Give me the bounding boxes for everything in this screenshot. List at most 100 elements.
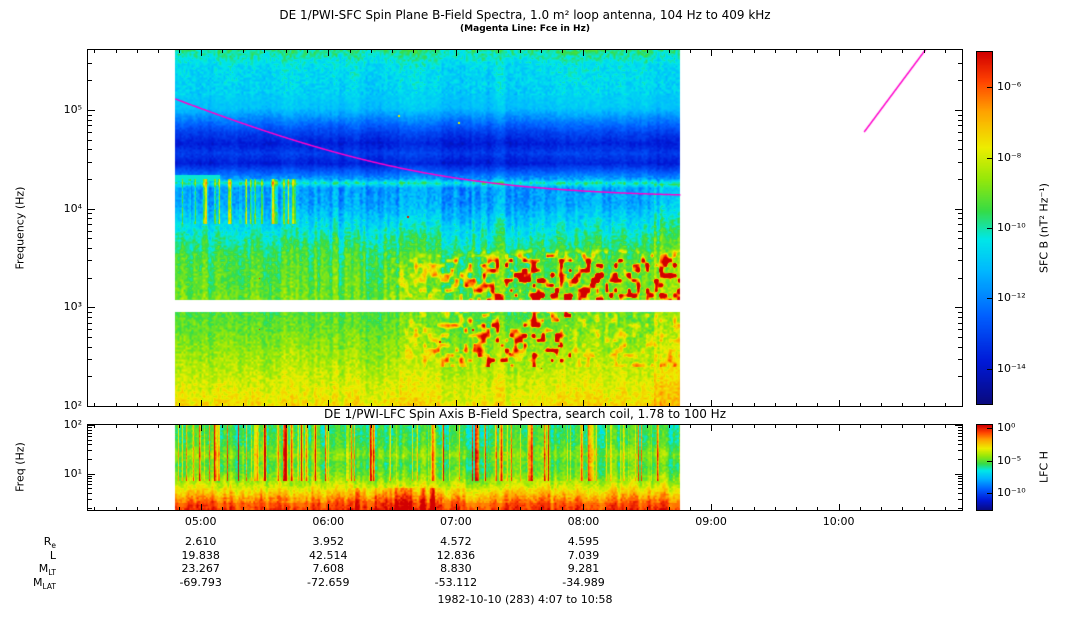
tick-mark	[604, 403, 606, 406]
tick-mark	[958, 132, 962, 134]
tick-mark	[88, 114, 92, 116]
tick-mark	[88, 507, 92, 509]
tick-mark	[158, 507, 160, 510]
tick-mark	[243, 403, 245, 406]
tick-mark	[498, 403, 500, 406]
tick-mark	[88, 125, 92, 127]
y-tick-label: 10²	[63, 399, 82, 412]
sfc-plot-panel	[87, 49, 963, 407]
tick-mark	[200, 425, 202, 431]
tick-mark	[923, 507, 925, 510]
time-range-caption: 1982-10-10 (283) 4:07 to 10:58	[437, 593, 613, 606]
sfc-colorbar	[976, 51, 993, 405]
tick-mark	[519, 403, 521, 406]
tick-mark	[88, 337, 92, 339]
tick-mark	[264, 507, 266, 510]
tick-mark	[958, 478, 962, 480]
tick-mark	[477, 507, 479, 510]
tick-mark	[958, 260, 962, 262]
tick-mark	[958, 139, 962, 141]
tick-mark	[711, 504, 713, 510]
tick-mark	[987, 460, 992, 462]
tick-mark	[349, 50, 351, 53]
tick-mark	[136, 425, 138, 428]
ephemeris-value: 7.039	[567, 548, 600, 562]
tick-mark	[88, 179, 92, 181]
ephemeris-row-label: L	[6, 549, 56, 564]
tick-mark	[711, 425, 713, 431]
tick-mark	[902, 403, 904, 406]
tick-mark	[955, 473, 962, 475]
tick-mark	[689, 425, 691, 428]
tick-mark	[626, 50, 627, 53]
tick-mark	[285, 425, 287, 428]
tick-mark	[88, 110, 95, 112]
tick-mark	[413, 50, 415, 53]
tick-mark	[859, 507, 861, 510]
tick-mark	[115, 425, 117, 428]
tick-mark	[115, 403, 117, 406]
tick-mark	[604, 425, 606, 428]
tick-mark	[958, 507, 962, 509]
ephemeris-value: 42.514	[309, 548, 348, 562]
tick-mark	[668, 50, 670, 53]
tick-mark	[88, 139, 92, 141]
tick-mark	[519, 507, 521, 510]
tick-mark	[902, 50, 904, 53]
tick-mark	[668, 425, 670, 428]
tick-mark	[328, 400, 330, 406]
x-tick-label: 06:00	[312, 515, 345, 528]
tick-mark	[88, 406, 95, 407]
tick-mark	[958, 488, 962, 490]
tick-mark	[955, 425, 962, 426]
tick-mark	[88, 478, 92, 480]
tick-mark	[88, 307, 95, 309]
ephemeris-value: 19.838	[181, 548, 220, 562]
tick-mark	[179, 403, 181, 406]
tick-mark	[88, 322, 92, 324]
tick-mark	[94, 425, 96, 428]
tick-mark	[689, 50, 691, 53]
tick-mark	[221, 507, 223, 510]
tick-mark	[370, 507, 372, 510]
tick-mark	[349, 425, 351, 428]
lfc-title: DE 1/PWI-LFC Spin Axis B-Field Spectra, …	[323, 407, 727, 421]
tick-mark	[88, 458, 92, 460]
tick-mark	[370, 50, 372, 53]
tick-mark	[88, 213, 92, 215]
cb-tick-label: 10⁻⁶	[997, 80, 1022, 94]
tick-mark	[987, 87, 992, 89]
tick-mark	[519, 425, 521, 428]
tick-mark	[626, 403, 627, 406]
lfc-plot-panel	[87, 424, 963, 511]
tick-mark	[328, 50, 330, 56]
tick-mark	[498, 507, 500, 510]
tick-mark	[955, 406, 962, 407]
x-tick-label: 08:00	[567, 515, 600, 528]
tick-mark	[923, 425, 925, 428]
tick-mark	[604, 50, 606, 53]
tick-mark	[958, 224, 962, 226]
tick-mark	[519, 50, 521, 53]
tick-mark	[413, 425, 415, 428]
tick-mark	[955, 307, 962, 309]
x-tick-label: 05:00	[184, 515, 217, 528]
tick-mark	[88, 429, 92, 431]
y-tick-label: 10⁴	[63, 201, 82, 215]
tick-mark	[958, 450, 962, 452]
lfc-colorbar	[976, 424, 993, 511]
tick-mark	[88, 311, 92, 313]
tick-mark	[392, 507, 394, 510]
tick-mark	[958, 444, 962, 446]
tick-mark	[88, 432, 92, 434]
tick-mark	[243, 425, 245, 428]
x-tick-label: 07:00	[440, 515, 472, 528]
tick-mark	[647, 50, 649, 53]
tick-mark	[88, 132, 92, 134]
ephemeris-value: 8.830	[440, 562, 472, 575]
tick-mark	[668, 403, 670, 406]
tick-mark	[562, 507, 564, 510]
tick-mark	[328, 504, 330, 510]
ephemeris-label-main: M	[38, 562, 49, 575]
tick-mark	[796, 425, 798, 428]
